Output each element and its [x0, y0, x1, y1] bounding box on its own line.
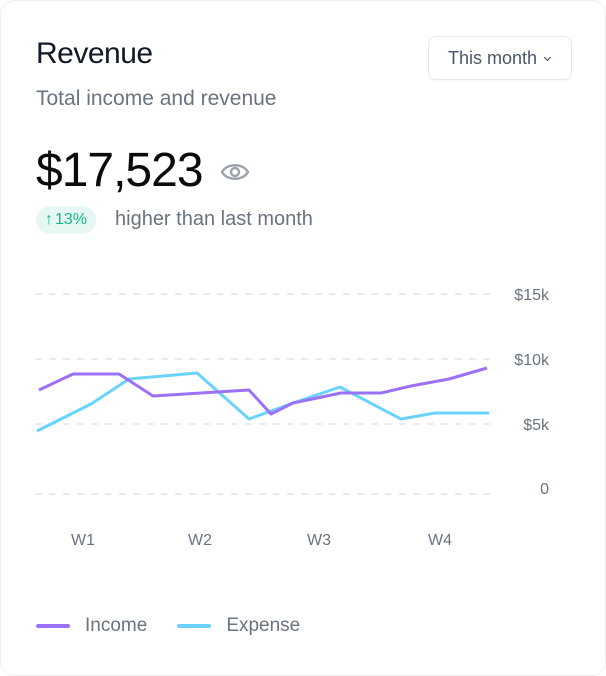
- eye-icon[interactable]: [219, 156, 251, 188]
- y-axis-labels: $15k $10k $5k 0: [514, 287, 550, 498]
- chevron-down-icon: [543, 56, 552, 61]
- revenue-line-chart: $15k $10k $5k 0: [35, 287, 550, 498]
- legend-item-expense[interactable]: Expense: [177, 615, 300, 637]
- svg-text:$15k: $15k: [514, 287, 550, 304]
- card-subtitle: Total income and revenue: [36, 87, 277, 110]
- arrow-up-icon: ↑: [45, 211, 53, 228]
- comparison-text: higher than last month: [115, 208, 313, 230]
- expense-swatch: [177, 624, 212, 628]
- gridlines: [35, 293, 491, 495]
- svg-text:$5k: $5k: [523, 417, 550, 434]
- period-dropdown[interactable]: This month: [428, 36, 572, 80]
- x-label-w4: W4: [428, 532, 452, 549]
- period-label: This month: [447, 47, 538, 68]
- x-label-w2: W2: [188, 532, 212, 549]
- chart-legend: Income Expense: [36, 615, 330, 637]
- x-label-w3: W3: [307, 532, 331, 549]
- income-swatch: [36, 624, 70, 628]
- legend-label: Expense: [226, 615, 301, 636]
- x-label-w1: W1: [71, 532, 95, 549]
- change-badge: ↑ 13%: [36, 206, 97, 234]
- card-title: Revenue: [36, 37, 153, 70]
- legend-label: Income: [85, 615, 148, 636]
- svg-text:0: 0: [540, 481, 549, 498]
- change-percent: 13%: [55, 211, 88, 228]
- expense-line: [36, 371, 489, 433]
- svg-text:$10k: $10k: [514, 352, 550, 369]
- income-line: [38, 366, 488, 416]
- legend-item-income[interactable]: Income: [36, 615, 147, 637]
- total-amount: $17,523: [36, 144, 204, 197]
